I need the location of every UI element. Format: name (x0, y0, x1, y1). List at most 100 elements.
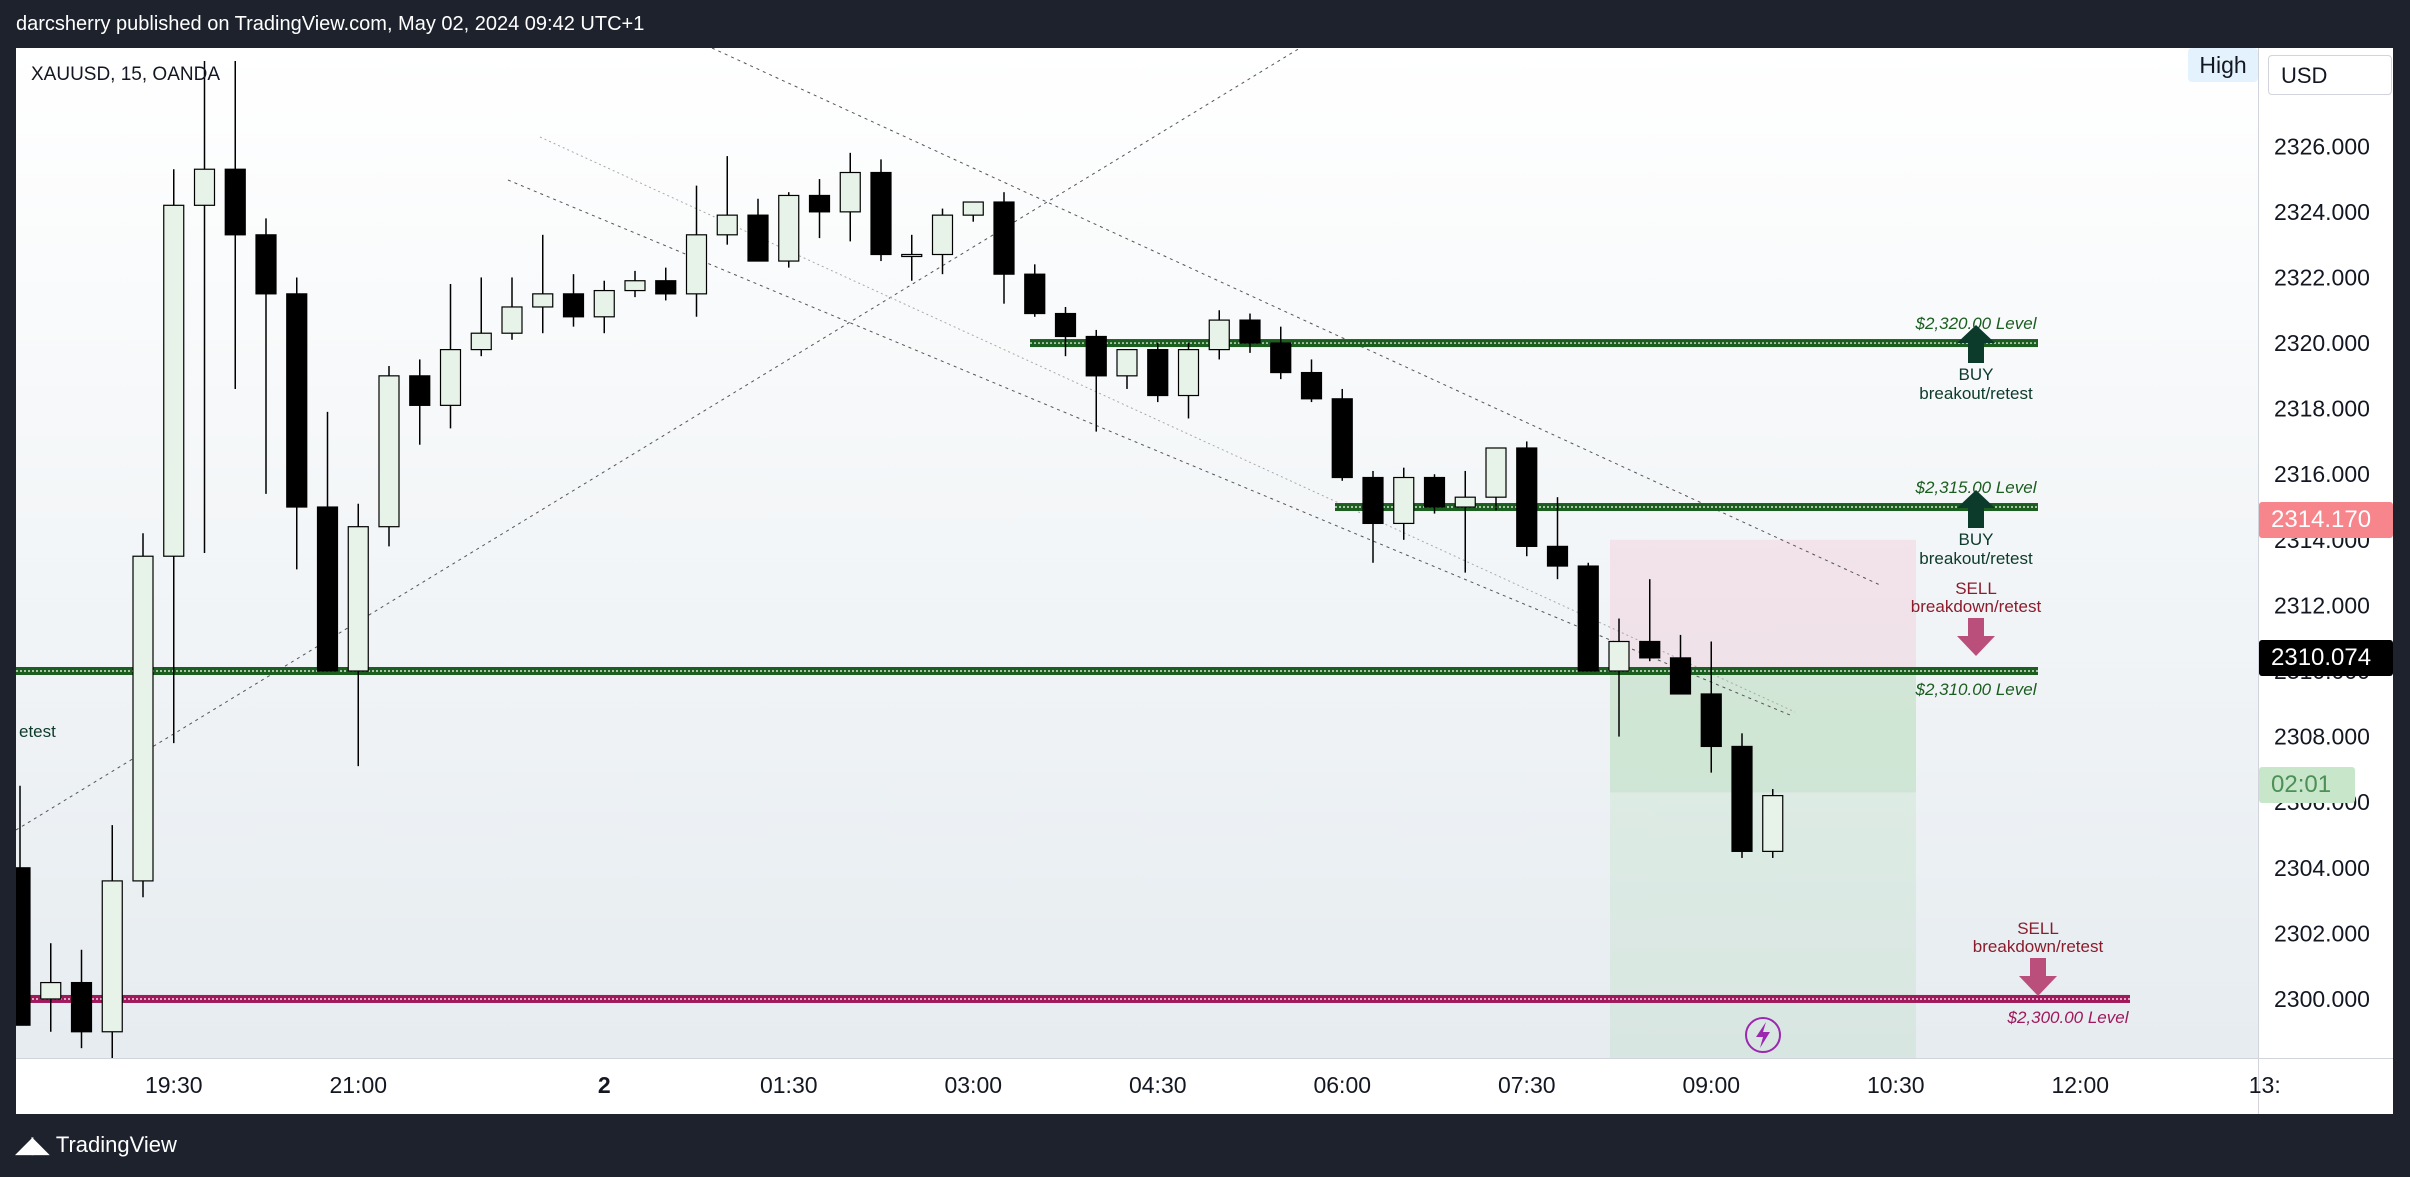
level-label: $2,320.00 Level (1915, 314, 2038, 333)
candle-body (409, 375, 431, 406)
candle (962, 201, 984, 222)
candle-body (1270, 342, 1292, 374)
time-axis (16, 1059, 2258, 1114)
y-tick-label: 2320.000 (2274, 330, 2370, 356)
candle-body (1208, 319, 1230, 351)
y-tick-label: 2326.000 (2274, 133, 2370, 159)
candle (286, 277, 308, 570)
candle (993, 192, 1015, 304)
candle (316, 411, 339, 672)
candle-body (1485, 447, 1507, 498)
filled-profit-zone (1610, 671, 1916, 793)
y-tick-label: 2312.000 (2274, 592, 2370, 618)
annotation-text: breakout/retest (1919, 384, 2033, 403)
candle (193, 61, 216, 553)
candle (716, 156, 738, 245)
publish-header: darcsherry published on TradingView.com,… (0, 0, 2410, 48)
high-badge[interactable]: High (2188, 48, 2258, 82)
trend-line (711, 48, 1881, 586)
candle-body (132, 555, 154, 882)
candle (1208, 310, 1230, 360)
candle-body (1577, 565, 1599, 672)
y-tick-label: 2302.000 (2274, 920, 2370, 946)
candle (1300, 359, 1323, 403)
candle (1239, 313, 1261, 353)
tradingview-brand[interactable]: ◢◣ TradingView (16, 1132, 177, 1158)
candle-body (808, 194, 831, 213)
candle (1054, 306, 1077, 357)
candle-body (1423, 476, 1446, 508)
trend-line (16, 48, 1301, 831)
candle-body (747, 214, 769, 262)
candle (470, 277, 492, 357)
candle-body (1116, 349, 1138, 377)
candle-body (716, 214, 738, 236)
candle-body (1085, 335, 1107, 377)
y-tick-label: 2304.000 (2274, 855, 2370, 881)
brand-label: TradingView (55, 1132, 177, 1157)
candle (1454, 470, 1476, 573)
candle-body (1024, 273, 1046, 315)
candle-body (1331, 398, 1353, 479)
buy-arrow-icon (1957, 325, 1995, 363)
x-tick-label: 01:30 (760, 1072, 818, 1098)
candle (347, 503, 369, 767)
plot-layer: $2,320.00 Level $2,315.00 Level $2,310.00 … (16, 48, 2130, 1058)
candle-body (624, 280, 646, 292)
candle-body (685, 234, 708, 295)
candle-body (1454, 496, 1476, 508)
y-tick-label: 2318.000 (2274, 396, 2370, 422)
candle (1362, 470, 1384, 563)
level-label: $2,315.00 Level (1915, 478, 2038, 497)
candle (1147, 343, 1169, 403)
candle (1700, 641, 1722, 773)
candle (1762, 789, 1784, 858)
sell-arrow-icon (2019, 958, 2057, 996)
candle-body (931, 214, 954, 256)
y-tick-label: 2300.000 (2274, 986, 2370, 1012)
candle (439, 284, 462, 429)
candle (655, 267, 677, 301)
x-tick-label: 19:30 (145, 1072, 203, 1098)
x-tick-label: 06:00 (1313, 1072, 1371, 1098)
publish-info: darcsherry published on TradingView.com,… (16, 13, 645, 35)
sell-arrow-icon (1957, 618, 1995, 656)
candle-body (562, 293, 585, 318)
x-tick-label: 09:00 (1682, 1072, 1740, 1098)
x-tick-label: 21:00 (329, 1072, 387, 1098)
candle (1577, 562, 1599, 672)
candle-body (901, 253, 923, 258)
candle-body (1147, 349, 1169, 397)
candle-body (163, 204, 185, 557)
candle (901, 234, 923, 281)
trend-line (507, 179, 1791, 716)
y-tick-label: 2308.000 (2274, 724, 2370, 750)
take-profit-zone (1610, 671, 1916, 1058)
x-tick-label: 07:30 (1498, 1072, 1556, 1098)
candle-body (101, 880, 123, 1033)
candle (1085, 329, 1107, 432)
currency-selector[interactable]: USD (2268, 55, 2392, 95)
candle-body (593, 289, 615, 318)
candle-body (16, 867, 31, 1026)
candle-body (993, 201, 1015, 275)
candle (1608, 618, 1630, 737)
level-label: $2,300.00 Level (2007, 1008, 2130, 1027)
candle-body (655, 280, 677, 295)
candle-body (962, 201, 984, 216)
annotation-side: SELL (1955, 579, 1997, 598)
candle-body (1546, 545, 1569, 567)
candle (562, 274, 585, 327)
bar-countdown-tag: 02:01 (2259, 767, 2355, 803)
candle (1485, 447, 1507, 511)
candle (70, 949, 93, 1049)
candle-body (316, 506, 339, 672)
candle-body (1054, 312, 1077, 338)
candle-body (347, 526, 369, 672)
buy-arrow-icon (1957, 490, 1995, 528)
candle-body (439, 349, 462, 406)
candle (1546, 497, 1569, 580)
candle-body (286, 293, 308, 508)
y-tick-label: 2322.000 (2274, 264, 2370, 290)
